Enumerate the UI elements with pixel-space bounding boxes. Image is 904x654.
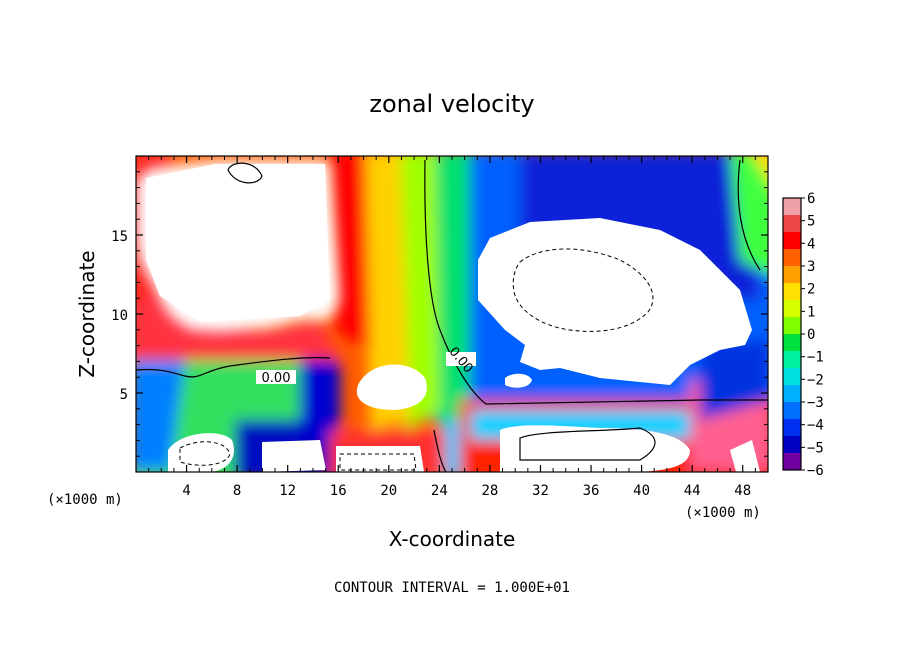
x-tick-label: 20 <box>380 483 397 499</box>
y-tick-label: 10 <box>111 308 128 324</box>
colorbar-label: 4 <box>807 236 815 252</box>
x-tick-label: 32 <box>532 483 549 499</box>
colorbar-swatch <box>783 402 801 420</box>
colorbar-label: 2 <box>807 282 815 298</box>
colorbar-swatch <box>783 266 801 284</box>
colorbar-swatch <box>783 300 801 318</box>
colorbar-label: 5 <box>807 214 815 230</box>
colorbar-swatch <box>783 419 801 437</box>
x-axis-label: X-coordinate <box>389 527 516 551</box>
colorbar-label: 3 <box>807 259 815 275</box>
colorbar-label: 1 <box>807 304 815 320</box>
colorbar-swatch <box>783 385 801 403</box>
colorbar-swatch <box>783 198 801 216</box>
colorbar-swatch <box>783 436 801 454</box>
colorbar-swatch <box>783 351 801 369</box>
y-tick-label: 5 <box>120 387 128 403</box>
y-axis: 5 10 15 <box>111 171 768 457</box>
x-tick-label: 4 <box>182 483 190 499</box>
colorbar-label: 0 <box>807 327 815 343</box>
y-unit-note: (×1000 m) <box>47 492 123 508</box>
colorbar-label: −3 <box>807 395 824 411</box>
x-axis: 4 8 12 16 20 24 28 32 36 40 44 48 <box>148 156 756 499</box>
x-tick-label: 16 <box>330 483 347 499</box>
x-tick-label: 12 <box>279 483 296 499</box>
x-tick-label: 36 <box>583 483 600 499</box>
y-axis-label: Z-coordinate <box>75 250 99 377</box>
x-unit-note: (×1000 m) <box>685 505 761 521</box>
colorbar-label: −1 <box>807 350 824 366</box>
colorbar-label: −2 <box>807 372 824 388</box>
colorbar-label: −6 <box>807 463 824 479</box>
colorbar-swatch <box>783 368 801 386</box>
x-tick-label: 28 <box>481 483 498 499</box>
contour-interval-note: CONTOUR INTERVAL = 1.000E+01 <box>334 580 570 596</box>
colorbar-swatch <box>783 317 801 335</box>
x-tick-label: 48 <box>734 483 751 499</box>
colorbar-swatch <box>783 334 801 352</box>
colorbar-swatch <box>783 283 801 301</box>
colorbar-label: 6 <box>807 191 815 207</box>
contour-label: 0.00 <box>262 371 291 386</box>
x-tick-label: 44 <box>684 483 701 499</box>
x-tick-label: 24 <box>431 483 448 499</box>
colorbar-label: −4 <box>807 418 824 434</box>
colorbar-swatch <box>783 453 801 471</box>
x-tick-label: 8 <box>233 483 241 499</box>
colorbar-swatch <box>783 249 801 267</box>
colorbar-swatch <box>783 232 801 250</box>
chart-title: zonal velocity <box>369 90 534 118</box>
colorbar: 6 5 4 3 2 1 0 −1 −2 −3 −4 −5 −6 <box>782 191 824 479</box>
y-tick-label: 15 <box>111 229 128 245</box>
x-tick-label: 40 <box>633 483 650 499</box>
colorbar-swatch <box>783 215 801 233</box>
colorbar-label: −5 <box>807 440 824 456</box>
velocity-field <box>136 156 768 472</box>
